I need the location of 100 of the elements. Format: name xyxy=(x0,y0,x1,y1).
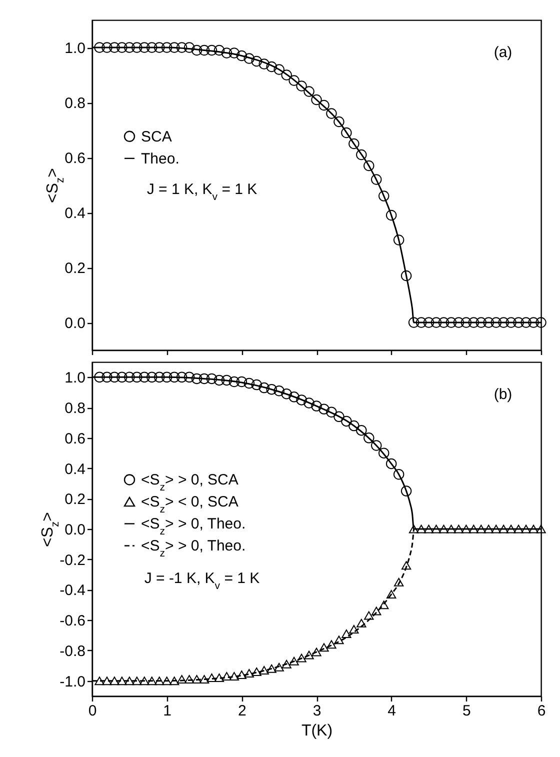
point xyxy=(438,317,450,328)
point xyxy=(386,458,397,470)
point xyxy=(252,667,262,676)
point xyxy=(161,372,172,383)
legend-label: SCA xyxy=(141,128,172,146)
point xyxy=(258,58,270,70)
point xyxy=(408,524,419,534)
point xyxy=(191,373,202,384)
point xyxy=(379,600,389,610)
point xyxy=(536,317,546,328)
point xyxy=(304,650,314,660)
y-tick-label: 0.8 xyxy=(64,95,86,112)
point xyxy=(206,44,218,56)
point xyxy=(162,676,172,686)
point xyxy=(274,662,284,672)
point xyxy=(416,524,426,534)
point xyxy=(296,394,307,406)
point xyxy=(468,524,478,534)
point xyxy=(146,372,158,383)
y-tick-label: -1.0 xyxy=(60,673,86,690)
point xyxy=(536,524,546,534)
point xyxy=(348,420,360,432)
point xyxy=(483,317,494,328)
point xyxy=(378,190,390,202)
point xyxy=(356,149,367,160)
point xyxy=(528,524,538,534)
point xyxy=(161,42,172,53)
point xyxy=(370,440,382,451)
annotation: (b) xyxy=(494,386,512,403)
legend-label: <S$_{z}$> < 0, SCA xyxy=(141,494,238,516)
point xyxy=(506,317,516,328)
point xyxy=(296,80,307,92)
point xyxy=(109,372,120,383)
point xyxy=(408,317,420,328)
point xyxy=(334,116,344,128)
point xyxy=(251,379,262,390)
point xyxy=(228,376,240,388)
point xyxy=(117,676,127,686)
point xyxy=(484,524,494,534)
point xyxy=(364,160,374,172)
y-tick-label: 1.0 xyxy=(64,370,86,387)
x-tick-label: 6 xyxy=(537,702,546,720)
point xyxy=(184,372,195,383)
point xyxy=(364,611,374,620)
legend-label: <S$_{z}$> > 0, SCA xyxy=(141,472,238,494)
point xyxy=(139,42,150,53)
y-tick-label: 1.0 xyxy=(64,40,86,57)
point xyxy=(296,654,306,662)
y-tick-label: 0.6 xyxy=(64,430,86,448)
point xyxy=(393,234,404,246)
point xyxy=(116,42,128,53)
x-tick-label: 1 xyxy=(163,702,172,720)
y-tick-label: 0.0 xyxy=(64,522,86,538)
point xyxy=(102,42,112,53)
point xyxy=(423,317,434,328)
point xyxy=(222,672,232,681)
point xyxy=(228,48,240,58)
point xyxy=(214,374,225,386)
point xyxy=(94,372,105,383)
x-tick-label: 2 xyxy=(238,702,246,720)
point xyxy=(446,317,457,328)
point xyxy=(124,676,134,686)
point xyxy=(326,108,337,119)
point xyxy=(274,385,284,396)
point xyxy=(184,675,194,684)
x-tick-label: 4 xyxy=(388,702,396,720)
point xyxy=(244,378,255,389)
x-tick-label: 5 xyxy=(462,702,471,720)
y-tick-label: 0.4 xyxy=(64,460,86,478)
point xyxy=(154,42,165,53)
point xyxy=(139,372,150,383)
point xyxy=(132,42,142,53)
point xyxy=(206,373,218,384)
point xyxy=(176,42,188,53)
point xyxy=(304,398,314,408)
point xyxy=(318,404,330,414)
point xyxy=(168,372,180,383)
point xyxy=(236,50,248,62)
point xyxy=(102,676,112,686)
point xyxy=(102,372,112,383)
point xyxy=(94,676,104,686)
point xyxy=(318,100,330,111)
legend-label: <S$_{z}$> > 0, Theo. xyxy=(141,538,246,560)
point xyxy=(312,648,322,656)
y-tick-label: 0.2 xyxy=(64,260,86,277)
point xyxy=(221,48,232,58)
point xyxy=(416,317,427,328)
point xyxy=(498,317,509,328)
point xyxy=(430,317,442,328)
point xyxy=(514,524,524,534)
point xyxy=(214,44,225,56)
y-tick-label: 0.6 xyxy=(64,150,86,167)
y-tick-label: -0.6 xyxy=(60,612,86,630)
point xyxy=(513,317,524,328)
point xyxy=(132,372,142,383)
point xyxy=(184,42,195,53)
point xyxy=(198,373,210,384)
y-tick-label: -0.4 xyxy=(60,582,86,600)
point xyxy=(198,44,210,56)
point xyxy=(244,668,254,678)
